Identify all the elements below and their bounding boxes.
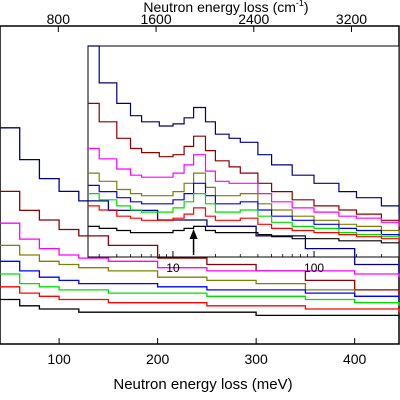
inset-axes-group: 10 100 [98,229,400,275]
main-series-line-6 [0,273,400,306]
main-series-line-2 [0,190,400,297]
top-tick-label-800: 800 [47,11,71,27]
x-axis-title: Neutron energy loss (meV) [113,376,292,393]
top-tick-label-3200: 3200 [336,11,367,27]
inset-series-line-2 [88,102,400,227]
main-series-line-7 [0,286,400,313]
top-tick-label-1600: 1600 [140,11,171,27]
inset-series-line-6 [88,193,400,239]
x-tick-label-400: 400 [343,351,367,367]
inset-series-line-8 [88,225,399,244]
x-tick-label-100: 100 [47,351,71,367]
main-series-group [0,127,400,319]
main-series-line-8 [0,298,400,319]
inset-series-line-7 [88,205,400,241]
main-axes-group: 100 200 300 400 800 1600 2400 3200 [47,11,368,367]
top-axis-title-tail: ) [304,0,309,15]
inset-series-line-1 [88,45,400,215]
top-tick-label-2400: 2400 [238,11,269,27]
inset-x-tick-label-100: 100 [304,261,324,275]
main-series-line-5 [0,260,400,300]
inset-peak-arrowhead [189,229,198,239]
inset-x-tick-label-10: 10 [166,261,180,275]
main-series-line-3 [0,222,400,278]
x-tick-label-200: 200 [146,351,170,367]
inset-series-group [88,45,400,244]
top-axis-title: Neutron energy loss (cm-1) [143,0,308,15]
x-tick-label-300: 300 [244,351,268,367]
inset-series-line-3 [88,147,400,227]
top-axis-title-exponent: -1 [296,0,304,8]
main-series-line-4 [0,244,400,300]
top-axis-title-main: Neutron energy loss (cm [143,0,296,15]
inset-plot-frame [87,45,400,258]
main-series-line-1 [0,127,400,274]
